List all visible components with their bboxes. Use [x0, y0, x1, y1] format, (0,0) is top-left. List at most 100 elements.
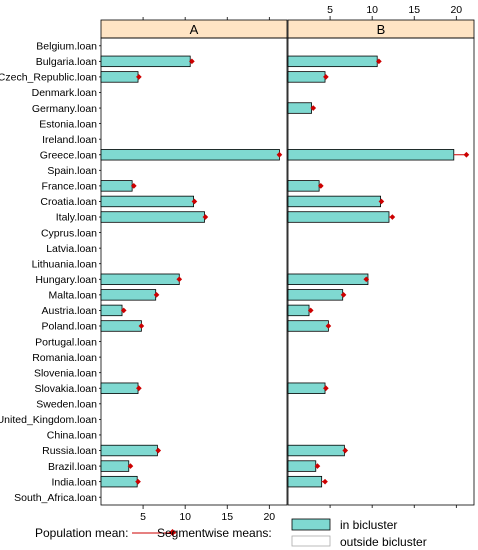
population-mean-marker: [136, 74, 142, 80]
x-tick-label: 15: [408, 4, 420, 16]
category-label: Russia.loan: [42, 445, 97, 457]
population-mean-marker: [310, 105, 317, 111]
legend-population-label: Population mean:: [35, 526, 128, 540]
bar: [287, 211, 390, 223]
category-label: Romania.loan: [32, 352, 97, 364]
bar: [287, 475, 323, 488]
population-mean-marker: [325, 323, 332, 329]
bar: [100, 460, 130, 472]
bar: [287, 149, 455, 161]
bar: [287, 304, 310, 317]
panel-strip-label: A: [190, 22, 199, 37]
population-mean-marker: [389, 214, 396, 220]
category-label: United_Kingdom.loan: [0, 414, 97, 426]
bar: [287, 102, 312, 114]
population-mean-marker: [317, 183, 324, 189]
category-label: Cyprus.loan: [41, 227, 97, 239]
bar: [287, 320, 329, 332]
category-label: Bulgaria.loan: [36, 56, 97, 68]
bar: [100, 149, 280, 161]
population-mean-marker: [153, 292, 160, 298]
legend-population-marker: [168, 528, 177, 537]
x-axis-bottom: 5 10 15 20: [140, 505, 457, 523]
bar: [100, 195, 194, 208]
bar: [100, 444, 158, 457]
panel-frame: [287, 37, 475, 506]
category-label: Sweden.loan: [36, 399, 97, 411]
panel-strip-label: B: [377, 22, 386, 37]
bar: [287, 180, 320, 192]
population-mean-marker: [323, 385, 329, 392]
population-mean-marker: [127, 463, 134, 469]
bar: [287, 444, 345, 457]
category-label: Poland.loan: [42, 321, 98, 333]
panel: [287, 37, 475, 506]
population-mean-marker: [322, 478, 328, 485]
x-tick-label: 20: [450, 4, 462, 16]
population-mean-marker: [463, 151, 470, 158]
population-mean-marker: [136, 385, 142, 392]
category-label: Ireland.loan: [42, 134, 97, 146]
bar: [287, 55, 378, 68]
category-label: Malta.loan: [49, 290, 98, 302]
bar: [100, 475, 138, 488]
panels: [100, 37, 475, 506]
bar: [100, 382, 139, 394]
category-label: Spain.loan: [47, 165, 97, 177]
panel-frame: [100, 37, 288, 506]
population-mean-marker: [176, 276, 183, 283]
bar: [287, 71, 326, 83]
x-tick-label: 20: [263, 511, 275, 523]
panel: [100, 37, 288, 506]
bar: [287, 273, 369, 285]
x-tick-label: 5: [140, 511, 146, 523]
population-mean-marker: [130, 183, 137, 189]
category-label: Slovakia.loan: [35, 383, 98, 395]
category-label: China.loan: [47, 430, 97, 442]
population-mean-marker: [135, 478, 141, 485]
category-label: Estonia.loan: [39, 118, 97, 130]
bar: [100, 55, 191, 68]
population-mean-marker: [276, 151, 283, 158]
legend-in-swatch: [291, 518, 331, 531]
population-mean-marker: [155, 447, 162, 454]
category-label: Portugal.loan: [35, 336, 97, 348]
population-mean-marker: [138, 323, 145, 329]
legend-in-label: in bicluster: [340, 518, 397, 532]
bar: [100, 304, 123, 317]
population-mean-marker: [323, 74, 329, 80]
category-label: Slovenia.loan: [34, 367, 97, 379]
category-label: Italy.loan: [56, 212, 97, 224]
x-tick-label: 15: [221, 511, 233, 523]
x-tick-label: 10: [366, 4, 378, 16]
category-labels: Belgium.loan Bulgaria.loan Czech_Republic.…: [0, 40, 101, 504]
bar: [287, 195, 381, 208]
legend-out-label: outside bicluster: [340, 535, 427, 549]
population-mean-marker: [314, 463, 321, 469]
bar: [100, 273, 180, 285]
legend-out-swatch: [291, 535, 331, 547]
category-label: Denmark.loan: [32, 87, 98, 99]
category-label: Czech_Republic.loan: [0, 72, 97, 84]
population-mean-marker: [202, 214, 209, 220]
bar: [287, 289, 344, 301]
x-axis-top: 5 10 15 20: [142, 4, 462, 20]
category-label: Latvia.loan: [46, 243, 97, 255]
category-label: Greece.loan: [40, 149, 97, 161]
legend-segment-label: Segmentwise means:: [157, 526, 272, 540]
category-label: India.loan: [51, 476, 97, 488]
population-mean-marker: [378, 198, 385, 205]
category-label: Austria.loan: [42, 305, 98, 317]
bar: [100, 211, 205, 223]
population-mean-marker: [342, 447, 349, 454]
population-mean-marker: [307, 307, 314, 314]
bar: [100, 180, 133, 192]
category-label: Germany.loan: [32, 103, 97, 115]
category-label: France.loan: [42, 181, 98, 193]
population-mean-marker: [191, 198, 198, 205]
category-label: Hungary.loan: [35, 274, 97, 286]
category-label: Brazil.loan: [48, 461, 97, 473]
population-mean-marker: [363, 276, 370, 283]
